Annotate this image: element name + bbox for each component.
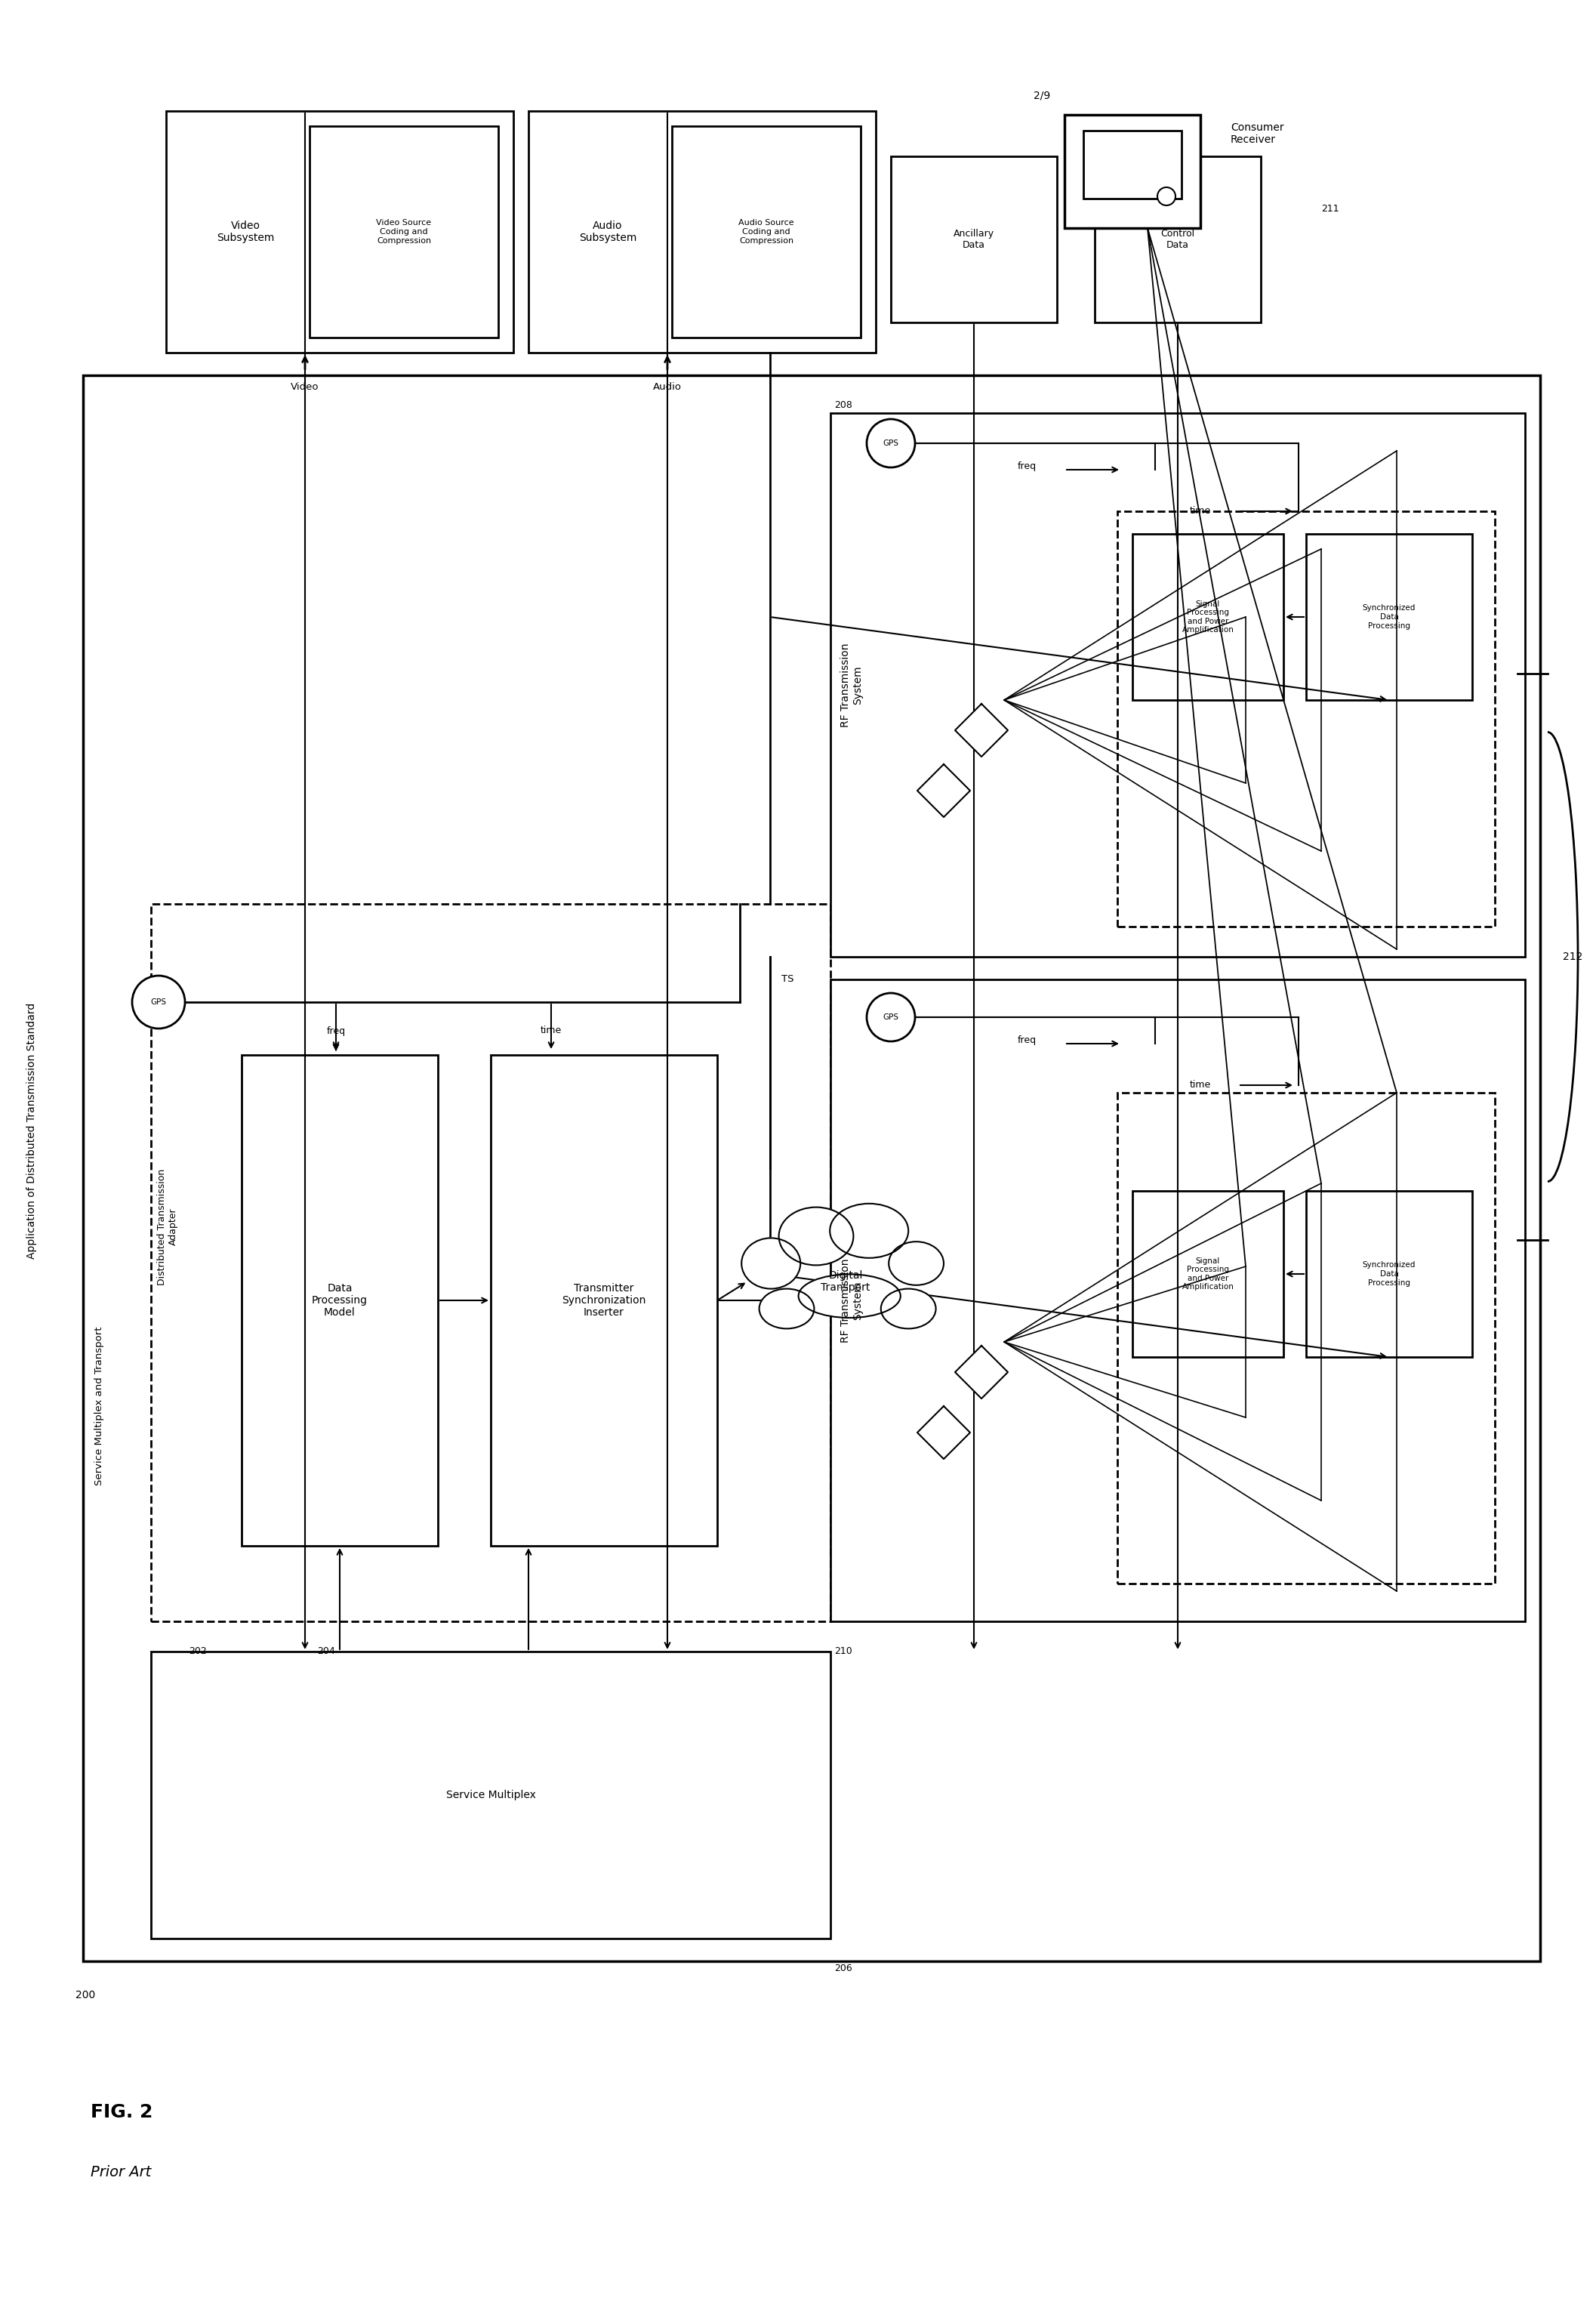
FancyBboxPatch shape	[1306, 534, 1472, 700]
FancyBboxPatch shape	[830, 414, 1526, 957]
Text: Signal
Processing
and Power
Amplification: Signal Processing and Power Amplificatio…	[1183, 601, 1234, 633]
Text: Application of Distributed Transmission Standard: Application of Distributed Transmission …	[27, 1003, 37, 1259]
Text: Data
Processing
Model: Data Processing Model	[311, 1284, 367, 1318]
FancyBboxPatch shape	[830, 980, 1526, 1622]
FancyBboxPatch shape	[1306, 1192, 1472, 1358]
FancyBboxPatch shape	[672, 127, 860, 338]
Ellipse shape	[798, 1275, 900, 1318]
Text: Prior Art: Prior Art	[91, 2165, 152, 2179]
Text: time: time	[541, 1026, 562, 1035]
Text: FIG. 2: FIG. 2	[91, 2103, 153, 2122]
Circle shape	[867, 994, 915, 1042]
Text: Digital
Transport: Digital Transport	[820, 1270, 870, 1293]
Text: Video: Video	[290, 382, 319, 391]
FancyBboxPatch shape	[891, 156, 1057, 322]
Polygon shape	[954, 704, 1009, 757]
FancyBboxPatch shape	[1133, 534, 1283, 700]
Text: Service Multiplex and Transport: Service Multiplex and Transport	[94, 1328, 105, 1486]
Text: Audio
Subsystem: Audio Subsystem	[579, 221, 637, 244]
FancyBboxPatch shape	[528, 110, 876, 352]
Text: Video Source
Coding and
Compression: Video Source Coding and Compression	[377, 219, 431, 244]
Ellipse shape	[760, 1289, 814, 1328]
Text: 212: 212	[1562, 953, 1583, 962]
FancyBboxPatch shape	[1065, 115, 1200, 228]
FancyBboxPatch shape	[241, 1054, 437, 1546]
FancyBboxPatch shape	[152, 1652, 830, 1937]
FancyBboxPatch shape	[1095, 156, 1261, 322]
FancyBboxPatch shape	[166, 110, 514, 352]
Text: 211: 211	[1321, 205, 1339, 214]
Text: Audio Source
Coding and
Compression: Audio Source Coding and Compression	[739, 219, 795, 244]
Text: freq: freq	[1017, 1035, 1036, 1045]
FancyBboxPatch shape	[1084, 131, 1181, 198]
FancyBboxPatch shape	[310, 127, 498, 338]
Text: TS: TS	[782, 976, 793, 985]
Text: GPS: GPS	[883, 439, 899, 446]
Text: Audio: Audio	[653, 382, 681, 391]
Text: freq: freq	[1017, 460, 1036, 472]
Ellipse shape	[830, 1203, 908, 1259]
Text: 206: 206	[835, 1963, 852, 1974]
Ellipse shape	[742, 1238, 801, 1289]
Text: Transmitter
Synchronization
Inserter: Transmitter Synchronization Inserter	[562, 1284, 646, 1318]
Ellipse shape	[779, 1208, 854, 1266]
Text: Signal
Processing
and Power
Amplification: Signal Processing and Power Amplificatio…	[1183, 1256, 1234, 1291]
Text: GPS: GPS	[883, 1012, 899, 1022]
Text: Distributed Transmission
Adapter: Distributed Transmission Adapter	[156, 1169, 179, 1284]
Text: Synchronized
Data
Processing: Synchronized Data Processing	[1363, 1261, 1416, 1286]
Circle shape	[1157, 186, 1176, 205]
Text: freq: freq	[327, 1026, 345, 1035]
Text: 208: 208	[835, 400, 852, 410]
Text: Consumer
Receiver: Consumer Receiver	[1231, 122, 1283, 145]
Circle shape	[132, 976, 185, 1029]
Polygon shape	[918, 1406, 970, 1459]
Ellipse shape	[889, 1243, 943, 1286]
FancyBboxPatch shape	[490, 1054, 717, 1546]
FancyBboxPatch shape	[1133, 1192, 1283, 1358]
Text: 204: 204	[318, 1648, 335, 1657]
Text: Service Multiplex: Service Multiplex	[445, 1790, 536, 1799]
Text: Ancillary
Data: Ancillary Data	[953, 228, 994, 251]
Text: GPS: GPS	[150, 999, 166, 1006]
Text: 210: 210	[835, 1648, 852, 1657]
Text: 202: 202	[188, 1648, 206, 1657]
Text: 200: 200	[75, 1990, 96, 2000]
Text: 2/9: 2/9	[1034, 90, 1050, 101]
Text: Control
Data: Control Data	[1160, 228, 1195, 251]
Ellipse shape	[881, 1289, 935, 1328]
Circle shape	[867, 419, 915, 467]
Text: Video
Subsystem: Video Subsystem	[217, 221, 275, 244]
Text: time: time	[1189, 1079, 1211, 1091]
FancyBboxPatch shape	[83, 375, 1540, 1960]
Polygon shape	[954, 1346, 1009, 1399]
Text: time: time	[1189, 506, 1211, 515]
Text: Synchronized
Data
Processing: Synchronized Data Processing	[1363, 605, 1416, 630]
Polygon shape	[918, 764, 970, 817]
Text: RF Transmission
System: RF Transmission System	[839, 1259, 863, 1341]
Text: RF Transmission
System: RF Transmission System	[839, 642, 863, 727]
